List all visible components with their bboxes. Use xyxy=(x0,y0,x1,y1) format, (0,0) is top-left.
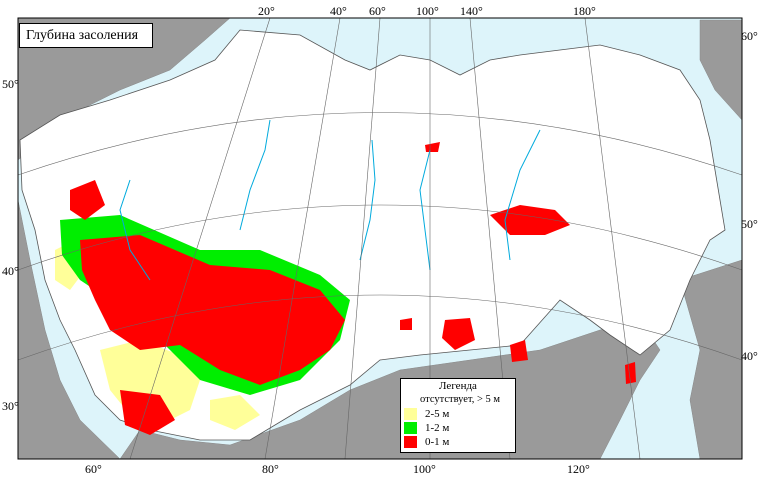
legend-label: 1-2 м xyxy=(425,422,450,434)
tick-label: 50° xyxy=(2,77,19,91)
bottom-tick-labels: 60° 80° 100° 120° xyxy=(85,462,590,476)
map-frame xyxy=(17,17,743,460)
tick-label: 30° xyxy=(2,399,19,413)
right-tick-labels: 60° 50° 40° xyxy=(741,29,758,363)
tick-label: 80° xyxy=(262,462,279,476)
left-tick-labels: 50° 40° 30° xyxy=(2,77,19,413)
legend-label: 0-1 м xyxy=(425,436,450,448)
legend-title: Легенда xyxy=(439,380,477,392)
legend-swatch-red xyxy=(404,436,417,448)
tick-label: 60° xyxy=(741,29,758,43)
tick-label: 40° xyxy=(741,349,758,363)
legend-item-0-1m: 0-1 м xyxy=(401,435,515,449)
rivers xyxy=(119,119,541,281)
tick-label: 180° xyxy=(573,4,596,18)
tick-label: 20° xyxy=(258,4,275,18)
tick-label: 60° xyxy=(369,4,386,18)
tick-label: 100° xyxy=(416,4,439,18)
tick-label: 40° xyxy=(330,4,347,18)
tick-label: 40° xyxy=(2,264,19,278)
tick-label: 120° xyxy=(567,462,590,476)
legend: Легенда отсутствует, > 5 м 2-5 м 1-2 м 0… xyxy=(400,378,516,453)
zone-0-1m xyxy=(70,142,636,435)
legend-swatch-yellow xyxy=(404,408,417,420)
tick-label: 140° xyxy=(460,4,483,18)
legend-label: отсутствует, > 5 м xyxy=(420,394,501,405)
legend-item-2-5m: 2-5 м xyxy=(401,407,515,421)
tick-label: 50° xyxy=(741,217,758,231)
legend-label: 2-5 м xyxy=(425,408,450,420)
top-tick-labels: 20° 40° 60° 100° 140° 180° xyxy=(258,4,596,18)
legend-item-1-2m: 1-2 м xyxy=(401,421,515,435)
map-title: Глубина засоления xyxy=(19,23,153,48)
legend-swatch-green xyxy=(404,422,417,434)
legend-item-none: отсутствует, > 5 м xyxy=(401,393,515,407)
tick-label: 60° xyxy=(85,462,102,476)
tick-label: 100° xyxy=(413,462,436,476)
graticule xyxy=(17,17,743,460)
